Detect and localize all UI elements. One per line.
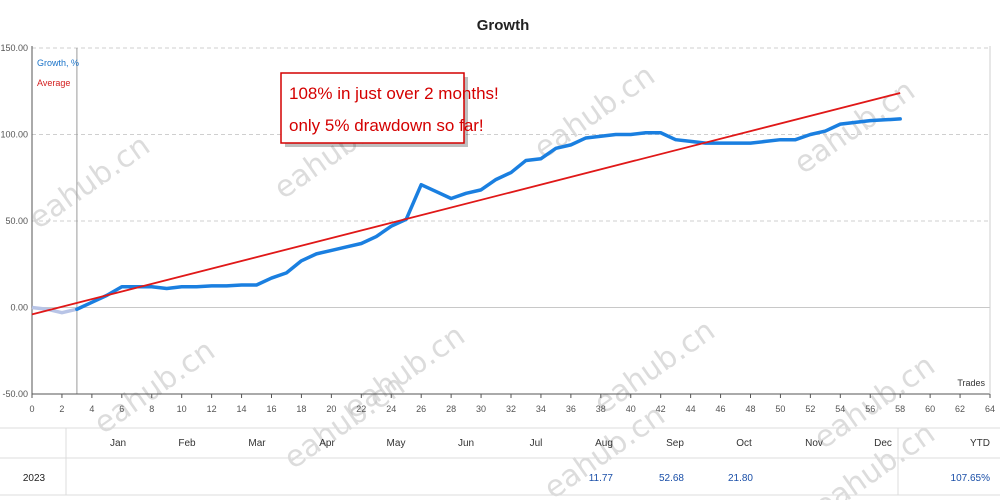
month-header: Feb: [178, 438, 196, 449]
grid-layer: [32, 47, 990, 395]
month-value: 21.80: [728, 473, 753, 484]
series-layer: [31, 92, 902, 316]
watermark-text: eahub.cn: [528, 58, 662, 166]
watermark-text: eahub.cn: [788, 73, 922, 181]
month-header: Nov: [805, 438, 823, 449]
x-tick-label: 60: [925, 404, 935, 414]
x-tick-label: 16: [266, 404, 276, 414]
x-tick-label: 6: [119, 404, 124, 414]
x-tick-label: 28: [446, 404, 456, 414]
x-tick-label: 58: [895, 404, 905, 414]
x-tick-label: 62: [955, 404, 965, 414]
month-value: 52.68: [659, 473, 684, 484]
y-tick-label: 100.00: [0, 130, 28, 140]
y-tick-label: 50.00: [5, 216, 28, 226]
x-tick-label: 8: [149, 404, 154, 414]
x-tick-label: 52: [805, 404, 815, 414]
table-ytd-header: YTD: [970, 438, 990, 449]
x-tick-label: 40: [626, 404, 636, 414]
x-tick-label: 14: [237, 404, 247, 414]
x-tick-label: 20: [326, 404, 336, 414]
table-year: 2023: [23, 473, 46, 484]
month-header: Jul: [530, 438, 543, 449]
month-header: Apr: [319, 438, 335, 449]
month-header: Sep: [666, 438, 684, 449]
y-tick-label: 150.00: [0, 43, 28, 53]
growth-line: [75, 117, 902, 311]
average-line: [31, 92, 901, 316]
watermark-text: eahub.cn: [278, 368, 412, 476]
x-tick-label: 0: [29, 404, 34, 414]
y-tick-label: -50.00: [2, 389, 28, 399]
x-tick-label: 44: [686, 404, 696, 414]
y-tick-label: 0.00: [10, 303, 28, 313]
x-tick-label: 18: [296, 404, 306, 414]
legend-average: Average: [37, 78, 70, 88]
x-tick-label: 50: [775, 404, 785, 414]
x-tick-label: 48: [745, 404, 755, 414]
x-tick-label: 10: [177, 404, 187, 414]
month-header: Jun: [458, 438, 474, 449]
month-header: Dec: [874, 438, 892, 449]
x-tick-label: 22: [356, 404, 366, 414]
x-tick-label: 2: [59, 404, 64, 414]
x-tick-label: 36: [566, 404, 576, 414]
annotation-line-2: only 5% drawdown so far!: [289, 116, 484, 135]
month-value: 11.77: [589, 473, 614, 484]
x-tick-label: 56: [865, 404, 875, 414]
x-tick-label: 12: [207, 404, 217, 414]
x-tick-label: 64: [985, 404, 995, 414]
annotation-line-1: 108% in just over 2 months!: [289, 84, 499, 103]
chart-title: Growth: [477, 17, 530, 34]
x-tick-label: 32: [506, 404, 516, 414]
x-tick-label: 54: [835, 404, 845, 414]
month-header: Mar: [248, 438, 266, 449]
pre-start-line: [31, 305, 78, 315]
x-tick-label: 38: [596, 404, 606, 414]
monthly-table: 2023 YTD 107.65% Jan Feb Mar Apr May Jun Jul Au…: [0, 427, 1000, 496]
legend-growth: Growth, %: [37, 58, 79, 68]
watermark-text: eahub.cn: [23, 128, 157, 236]
annotation-box: 108% in just over 2 months! only 5% draw…: [280, 72, 499, 147]
table-ytd-value: 107.65%: [951, 473, 991, 484]
watermark-text: eahub.cn: [88, 333, 222, 441]
month-header: Jan: [110, 438, 126, 449]
x-tick-label: 46: [716, 404, 726, 414]
x-tick-label: 34: [536, 404, 546, 414]
month-header: Oct: [736, 438, 752, 449]
x-tick-label: 30: [476, 404, 486, 414]
month-header: May: [387, 438, 406, 449]
x-tick-label: 42: [656, 404, 666, 414]
x-tick-label: 26: [416, 404, 426, 414]
x-tick-label: 24: [386, 404, 396, 414]
x-axis-title: Trades: [957, 378, 985, 388]
x-tick-label: 4: [89, 404, 94, 414]
month-header: Aug: [595, 438, 613, 449]
